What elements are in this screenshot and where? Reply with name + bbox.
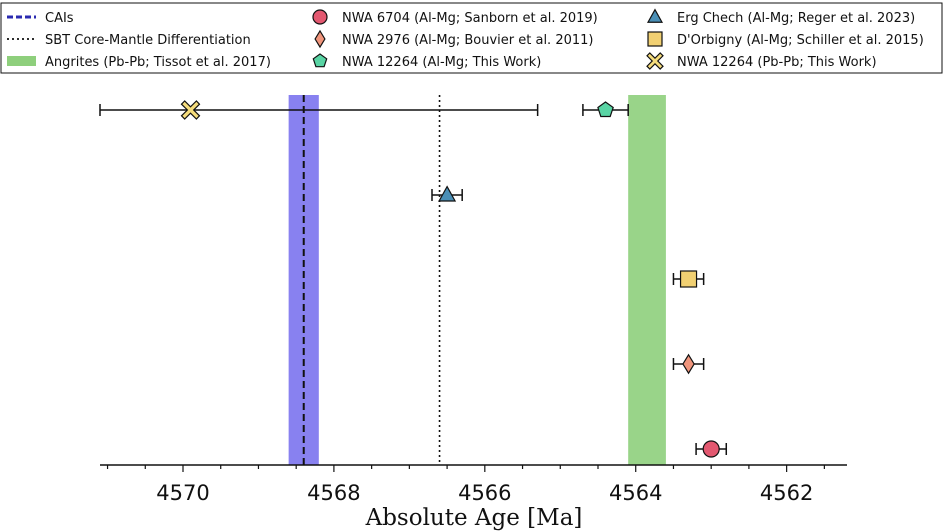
point-nwa12264_pbpb [180, 100, 201, 120]
point-dorbigny [679, 270, 698, 288]
x-axis: 4570 4568 4566 4564 4562 [100, 464, 847, 505]
point-erg [438, 185, 457, 202]
legend-label-nwa12264_pbpb: NWA 12264 (Pb-Pb; This Work) [677, 55, 877, 70]
legend-marker-nwa12264_pbpb [646, 52, 664, 70]
legend-label-nwa2976: NWA 2976 (Al-Mg; Bouvier et al. 2011) [342, 33, 593, 48]
band-angrite [628, 95, 666, 465]
x-tick-label: 4570 [156, 481, 209, 505]
legend-marker-nwa12264_almg [312, 53, 328, 68]
legend-cai-label: CAIs [45, 11, 74, 26]
legend-label-dorbigny: D'Orbigny (Al-Mg; Schiller et al. 2015) [677, 33, 924, 48]
legend-label-erg: Erg Chech (Al-Mg; Reger et al. 2023) [677, 11, 915, 26]
legend-marker-nwa2976 [314, 29, 326, 49]
x-tick-label: 4568 [307, 481, 360, 505]
legend-label-nwa12264_almg: NWA 12264 (Al-Mg; This Work) [342, 55, 541, 70]
legend-angrite-label: Angrites (Pb-Pb; Tissot et al. 2017) [45, 55, 271, 70]
point-nwa6704 [702, 440, 720, 458]
legend-marker-nwa6704 [312, 9, 328, 25]
legend-angrite-swatch [7, 56, 36, 66]
legend-marker-dorbigny [647, 31, 663, 47]
plot-area [99, 95, 728, 465]
x-tick-label: 4564 [609, 481, 662, 505]
x-tick-label: 4562 [760, 481, 813, 505]
legend-sbt-label: SBT Core-Mantle Differentiation [45, 33, 251, 48]
x-axis-title: Absolute Age [Ma] [365, 505, 583, 531]
point-nwa12264_almg [597, 101, 614, 118]
legend: CAIs SBT Core-Mantle Differentiation Angri… [0, 2, 943, 74]
x-tick-label: 4566 [458, 481, 511, 505]
point-nwa2976 [682, 353, 695, 375]
legend-label-nwa6704: NWA 6704 (Al-Mg; Sanborn et al. 2019) [342, 11, 598, 26]
legend-marker-erg [646, 8, 664, 23]
legend-frame [0, 2, 943, 74]
